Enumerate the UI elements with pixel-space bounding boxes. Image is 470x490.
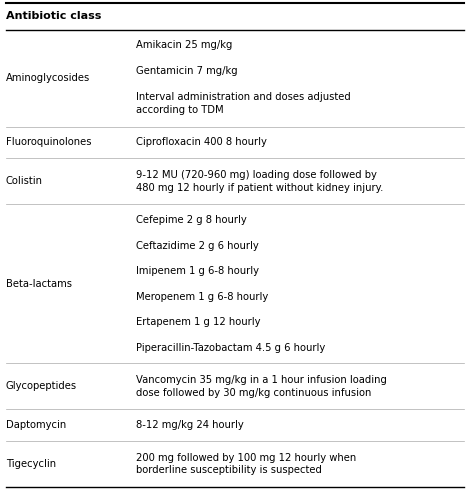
Text: Beta-lactams: Beta-lactams [6, 279, 71, 289]
Text: Meropenem 1 g 6-8 hourly: Meropenem 1 g 6-8 hourly [136, 292, 269, 301]
Text: Daptomycin: Daptomycin [6, 420, 66, 430]
Text: Antibiotic class: Antibiotic class [6, 11, 101, 22]
Text: Aminoglycosides: Aminoglycosides [6, 73, 90, 83]
Text: Gentamicin 7 mg/kg: Gentamicin 7 mg/kg [136, 66, 238, 76]
Text: Amikacin 25 mg/kg: Amikacin 25 mg/kg [136, 41, 233, 50]
Text: Fluoroquinolones: Fluoroquinolones [6, 138, 91, 147]
Text: Glycopeptides: Glycopeptides [6, 381, 77, 392]
Text: Interval administration and doses adjusted
according to TDM: Interval administration and doses adjust… [136, 92, 351, 115]
Text: Cefepime 2 g 8 hourly: Cefepime 2 g 8 hourly [136, 215, 247, 225]
Text: Vancomycin 35 mg/kg in a 1 hour infusion loading
dose followed by 30 mg/kg conti: Vancomycin 35 mg/kg in a 1 hour infusion… [136, 375, 387, 398]
Text: 200 mg followed by 100 mg 12 hourly when
borderline susceptibility is suspected: 200 mg followed by 100 mg 12 hourly when… [136, 453, 357, 475]
Text: Colistin: Colistin [6, 176, 43, 186]
Text: Ciprofloxacin 400 8 hourly: Ciprofloxacin 400 8 hourly [136, 138, 267, 147]
Text: Ceftazidime 2 g 6 hourly: Ceftazidime 2 g 6 hourly [136, 241, 259, 250]
Text: Tigecyclin: Tigecyclin [6, 459, 56, 469]
Text: 8-12 mg/kg 24 hourly: 8-12 mg/kg 24 hourly [136, 420, 244, 430]
Text: Piperacillin-Tazobactam 4.5 g 6 hourly: Piperacillin-Tazobactam 4.5 g 6 hourly [136, 343, 326, 352]
Text: Ertapenem 1 g 12 hourly: Ertapenem 1 g 12 hourly [136, 317, 261, 327]
Text: 9-12 MU (720-960 mg) loading dose followed by
480 mg 12 hourly if patient withou: 9-12 MU (720-960 mg) loading dose follow… [136, 170, 384, 193]
Text: Imipenem 1 g 6-8 hourly: Imipenem 1 g 6-8 hourly [136, 266, 259, 276]
